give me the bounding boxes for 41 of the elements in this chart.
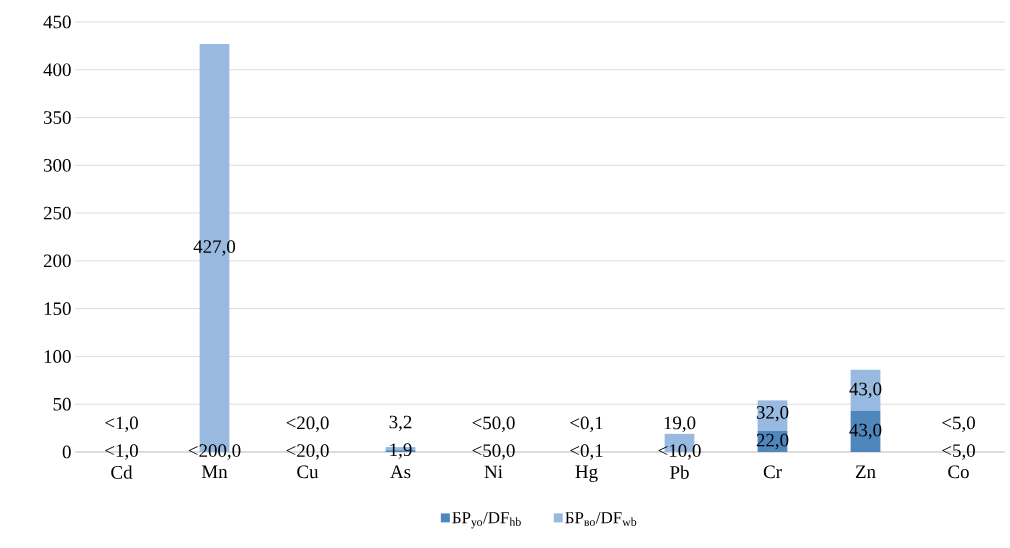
data-label: 32,0 [756, 406, 789, 422]
y-tick-label: 300 [44, 158, 71, 172]
x-tick-label: Mn [201, 465, 228, 478]
text: <0,1 [570, 444, 603, 460]
x-tick-label: Cr [763, 465, 782, 479]
data-label: 1,9 [390, 443, 412, 459]
x-tick-label: Pb [670, 465, 689, 479]
y-tick-label: 350 [44, 111, 71, 124]
text: <5,0 [942, 444, 975, 460]
y-tick-label: 0 [62, 445, 71, 459]
x-tick-label: Zn [855, 465, 876, 478]
data-label: 19,0 [664, 416, 696, 433]
text: <1,0 [105, 416, 138, 433]
x-tick-label: Co [948, 465, 969, 479]
y-tick-label: 200 [43, 254, 71, 268]
y-tick-label: 450 [43, 15, 71, 29]
text: <10,0 [658, 444, 701, 460]
legend-label: БР$_{во}$/DF$_{wb}$ [565, 512, 637, 526]
data-label: 3,2 [389, 415, 412, 432]
text: <50,0 [472, 416, 515, 433]
y-tick-label: 50 [53, 397, 71, 411]
data-label: 43,0 [849, 382, 882, 399]
text: <200,0 [188, 444, 241, 460]
x-tick-label: Hg [575, 465, 598, 482]
x-tick-label: As [390, 465, 411, 479]
bar [850, 369, 881, 411]
y-tick-label: 250 [43, 206, 71, 220]
text: <5,0 [942, 416, 975, 433]
y-tick-label: 400 [43, 63, 71, 77]
text: <20,0 [286, 416, 329, 433]
text: <50,0 [472, 444, 515, 460]
text: <20,0 [286, 444, 329, 460]
x-tick-label: Ni [484, 465, 503, 479]
legend-label: БР$_{уо}$/DF$_{hb}$ [452, 512, 521, 529]
y-tick-label: 100 [44, 350, 71, 363]
text: <1,0 [105, 444, 138, 460]
y-tick-label: 150 [44, 302, 71, 316]
x-tick-label: Cd [111, 465, 133, 479]
x-tick-label: Cu [297, 465, 319, 479]
data-label: 427,0 [193, 240, 236, 256]
text: <0,1 [570, 416, 603, 433]
